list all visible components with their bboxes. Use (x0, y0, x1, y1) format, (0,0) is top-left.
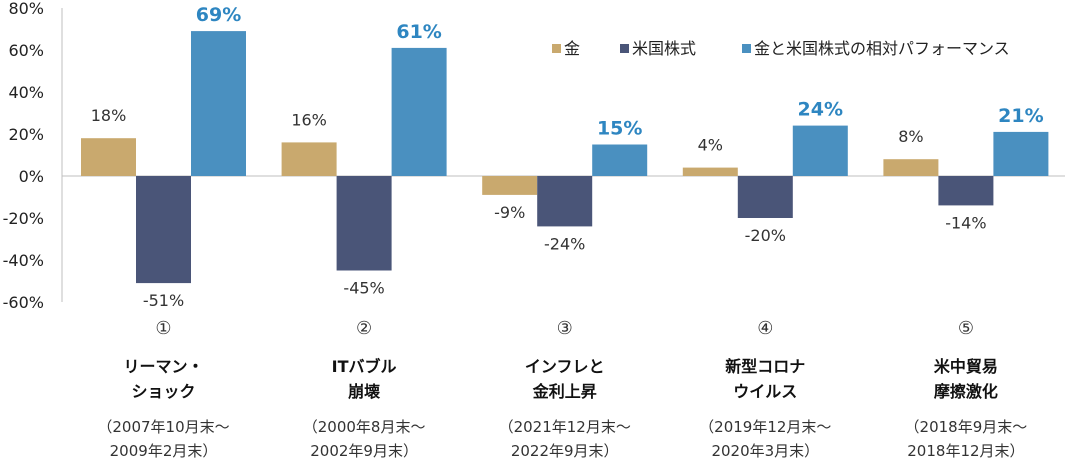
bar-3-1 (191, 31, 246, 176)
category-number: ③ (557, 318, 573, 339)
category-title: ITバブル (332, 357, 397, 376)
data-label: 16% (291, 110, 327, 129)
legend-label: 金と米国株式の相対パフォーマンス (754, 39, 1010, 58)
data-label: 15% (597, 118, 642, 140)
data-label: -24% (544, 234, 585, 253)
bar-2-5 (938, 176, 994, 206)
bar-2-4 (737, 176, 793, 218)
category-period: （2021年12月末～ (499, 418, 631, 436)
y-tick-label: 80% (8, 0, 44, 18)
category-number: ② (356, 318, 372, 339)
data-label: 21% (998, 105, 1043, 127)
bar-1-1 (81, 138, 136, 176)
category-title: インフレと (525, 357, 605, 376)
category-title: リーマン・ (123, 357, 203, 376)
category-title: 摩擦激化 (934, 382, 998, 401)
y-tick-label: -40% (3, 251, 44, 270)
data-label: -51% (143, 291, 184, 310)
bar-3-4 (792, 125, 848, 176)
legend-label: 米国株式 (632, 39, 696, 58)
y-tick-label: 60% (8, 41, 44, 60)
category-title: 金利上昇 (532, 382, 597, 401)
category-period: 2018年12月末） (907, 442, 1024, 460)
category-title: 米中貿易 (934, 357, 998, 376)
bar-2-3 (537, 176, 593, 227)
y-tick-label: -20% (3, 209, 44, 228)
data-label: 18% (91, 106, 127, 125)
bar-3-2 (391, 47, 447, 177)
category-title: ウイルス (733, 382, 797, 401)
category-number: ④ (757, 318, 773, 339)
category-title: ショック (131, 382, 195, 401)
data-label: -14% (945, 213, 986, 232)
category-title: 新型コロナ (725, 357, 805, 376)
bar-3-5 (993, 131, 1049, 176)
category-period: （2018年9月末～ (905, 418, 1028, 436)
data-label: -20% (745, 226, 786, 245)
data-label: 24% (798, 99, 843, 121)
y-tick-label: -60% (3, 293, 44, 312)
data-label: -9% (494, 203, 525, 222)
category-period: （2019年12月末～ (699, 418, 831, 436)
y-tick-label: 20% (8, 125, 44, 144)
legend-swatch (620, 44, 629, 53)
category-period: 2002年9月末） (310, 442, 418, 460)
bar-2-1 (136, 176, 191, 284)
category-title: 崩壊 (348, 382, 381, 401)
bar-1-5 (883, 159, 939, 176)
category-period: 2022年9月末） (511, 442, 619, 460)
y-tick-label: 40% (8, 83, 44, 102)
bar-1-2 (281, 142, 337, 176)
category-period: 2020年3月末） (711, 442, 819, 460)
data-label: 69% (196, 4, 241, 26)
category-number: ⑤ (958, 318, 974, 339)
bar-2-2 (336, 176, 392, 271)
bar-3-3 (592, 144, 648, 176)
data-label: 8% (898, 127, 923, 146)
data-label: 61% (396, 21, 441, 43)
legend-label: 金 (564, 39, 580, 58)
legend-swatch (552, 44, 561, 53)
bar-1-4 (682, 167, 738, 176)
category-period: （2007年10月末～ (97, 418, 229, 436)
category-period: （2000年8月末～ (303, 418, 426, 436)
y-tick-label: 0% (19, 167, 44, 186)
category-number: ① (155, 318, 171, 339)
data-label: -45% (343, 279, 384, 298)
legend-swatch (742, 44, 751, 53)
bar-1-3 (482, 176, 538, 195)
data-label: 4% (698, 136, 723, 155)
category-period: 2009年2月末） (110, 442, 218, 460)
